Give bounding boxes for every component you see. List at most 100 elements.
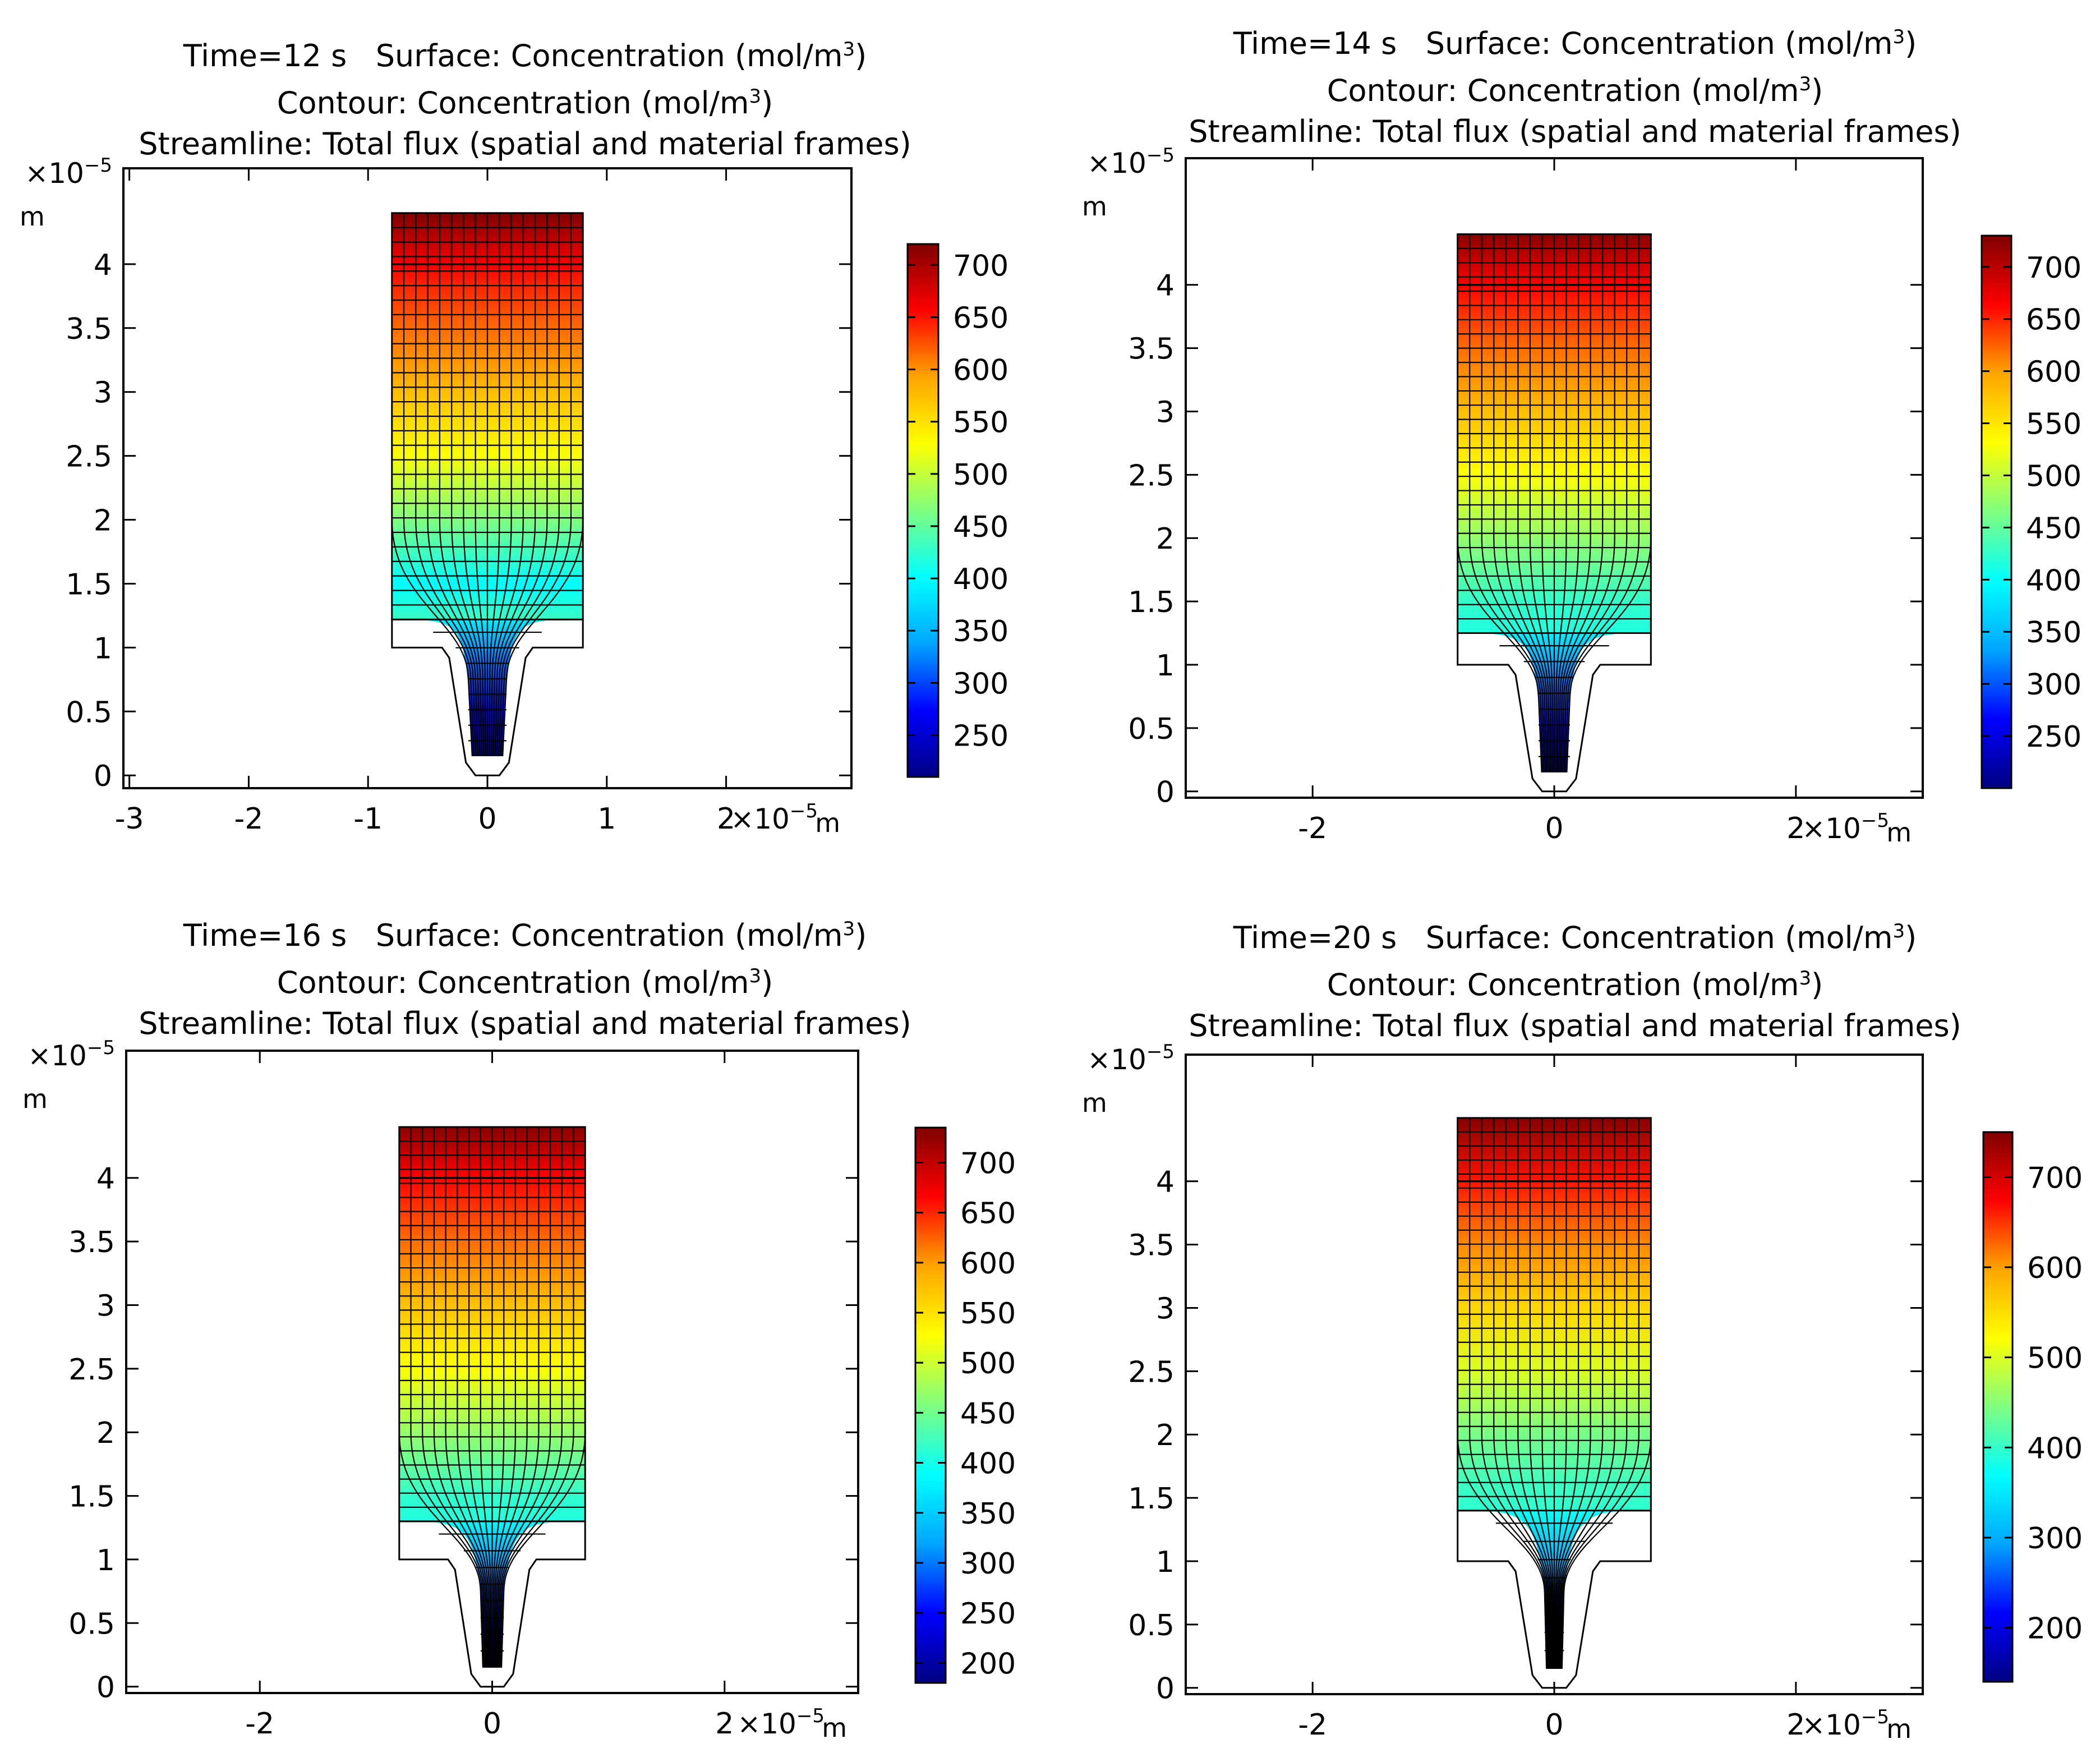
streamline-label: Streamline: Total flux (spatial and mate…	[139, 1006, 911, 1041]
colorbar-tick-label: 450	[2026, 512, 2081, 545]
title-line-1: Time=14 s Surface: Concentration (mol/m3…	[1050, 17, 2100, 64]
streamline	[1469, 234, 1544, 772]
contour-grid	[1457, 233, 1652, 772]
colorbar-tick-label: 300	[953, 667, 1008, 701]
cube-superscript: 3	[1799, 73, 1812, 95]
time-label: Time=12 s	[183, 38, 347, 73]
streamline	[427, 213, 479, 757]
y-tick-label: 1.5	[66, 568, 112, 601]
close-paren: )	[761, 85, 773, 121]
y-tick-label: 0.5	[68, 1607, 115, 1641]
x-tick-label: -1	[353, 802, 383, 836]
colorbar-tick-label: 500	[2026, 459, 2081, 493]
colorbar-tick-label: 350	[953, 615, 1008, 648]
y-tick-label: 0	[94, 760, 112, 793]
title-line-1: Time=20 s Surface: Concentration (mol/m3…	[1050, 911, 2100, 958]
y-tick-label: 2.5	[66, 440, 112, 474]
streamline	[451, 213, 482, 757]
plot-title: Time=16 s Surface: Concentration (mol/m3…	[0, 909, 1050, 1044]
y-tick-label: 3	[96, 1289, 115, 1323]
time-label: Time=14 s	[1233, 26, 1397, 61]
close-paren: )	[1811, 967, 1823, 1002]
x-axis-exponent: ×10−5	[1802, 1706, 1889, 1741]
streamline	[490, 213, 512, 757]
y-tick-label: 3	[1156, 395, 1175, 429]
colorbar-tick-label: 300	[2026, 668, 2081, 702]
x-axis-exponent: ×10−5	[730, 800, 818, 835]
streamline	[498, 213, 560, 757]
close-paren: )	[855, 38, 867, 73]
colorbar-tick-label: 200	[960, 1647, 1016, 1681]
cube-superscript: 3	[1892, 920, 1905, 942]
contour-grid	[1457, 1117, 1652, 1669]
streamline	[1566, 234, 1652, 772]
colorbar-tick-label: 250	[953, 719, 1008, 753]
x-tick-label: 0	[478, 802, 496, 836]
y-tick-label: 2.5	[1128, 1355, 1175, 1389]
y-tick-label: 1	[1156, 649, 1175, 683]
x-tick-label: -3	[115, 802, 144, 836]
streamline	[1493, 234, 1548, 772]
colorbar-tick-label: 450	[953, 510, 1008, 544]
y-tick-label: 2	[1156, 522, 1175, 556]
colorbar-tick-label: 650	[953, 301, 1008, 335]
y-axis-unit: m	[1082, 1088, 1107, 1118]
time-label: Time=16 s	[183, 918, 347, 953]
colorbar-tick-label: 550	[953, 406, 1008, 440]
close-paren: )	[1905, 26, 1917, 61]
colorbar-tick-label: 300	[960, 1547, 1016, 1581]
x-tick-label: 2	[717, 802, 735, 836]
colorbar-scale	[906, 243, 940, 778]
y-axis-unit: m	[1082, 191, 1107, 222]
axes: -2 0 200.511.522.533.54×10−5m×10−5m	[1082, 1041, 1923, 1744]
colorbar-tick-label: 200	[2027, 1612, 2083, 1646]
x-axis-unit: m	[1886, 817, 1912, 848]
colorbar: 200 250 300 350 400 450 500 550 600 650 700	[914, 1126, 1016, 1684]
streamline-label: Streamline: Total flux (spatial and mate…	[139, 126, 911, 162]
contour-grid	[398, 1126, 586, 1668]
y-axis-exponent: ×10−5	[27, 1037, 115, 1072]
streamline-label: Streamline: Total flux (spatial and mate…	[1189, 1008, 1961, 1043]
colorbar-tick-label: 550	[2026, 408, 2081, 441]
plot-svg: -2 0 200.511.522.533.54×10−5m×10−5m2003004…	[1082, 1041, 2083, 1744]
y-axis-exponent: ×10−5	[1087, 144, 1175, 180]
y-tick-label: 2.5	[68, 1353, 115, 1387]
axis-exponent-text: ×10−5	[1087, 144, 1175, 180]
y-tick-label: 0.5	[1128, 1609, 1175, 1643]
colorbar-tick-label: 700	[960, 1147, 1016, 1180]
surface-label: Surface: Concentration (mol/m	[375, 38, 843, 73]
colorbar-tick-label: 350	[960, 1497, 1016, 1531]
colorbar-tick-label: 600	[2027, 1252, 2083, 1285]
y-tick-label: 0	[1156, 1672, 1175, 1706]
y-tick-label: 1.5	[1128, 586, 1175, 619]
plot-title: Time=14 s Surface: Concentration (mol/m3…	[1050, 17, 2100, 152]
colorbar-tick-label: 250	[2026, 720, 2081, 754]
title-line-2: Contour: Concentration (mol/m3)	[0, 76, 1050, 123]
panel-time-14s: Time=14 s Surface: Concentration (mol/m3…	[1050, 0, 2100, 874]
title-line-2: Contour: Concentration (mol/m3)	[0, 956, 1050, 1003]
streamline	[496, 213, 548, 757]
streamline	[1541, 234, 1554, 772]
plot-svg: -2 0 200.511.522.533.54×10−5m×10−5m2002503…	[22, 1037, 1016, 1743]
x-tick-label: 0	[1545, 812, 1563, 845]
x-tick-label: 0	[1545, 1708, 1563, 1742]
panel-time-12s: Time=12 s Surface: Concentration (mol/m 3…	[0, 0, 1050, 874]
close-paren: )	[1811, 73, 1823, 108]
x-tick-label: -2	[245, 1707, 274, 1741]
reservoir-outline	[1457, 1117, 1652, 1512]
y-tick-label: 3.5	[1128, 333, 1175, 366]
y-tick-label: 2	[1156, 1419, 1175, 1452]
streamline	[463, 213, 485, 757]
y-tick-label: 3.5	[1128, 1229, 1175, 1263]
x-tick-label: -2	[1298, 812, 1327, 845]
contour-label: Contour: Concentration (mol/m	[1327, 967, 1799, 1002]
x-axis-exponent: ×10−5	[1802, 809, 1889, 845]
y-tick-label: 0	[96, 1671, 115, 1705]
y-tick-label: 3.5	[66, 312, 112, 346]
colorbar-tick-label: 400	[960, 1447, 1016, 1481]
colorbar-tick-label: 250	[960, 1597, 1016, 1631]
y-tick-label: 0.5	[66, 696, 112, 729]
x-axis-exponent: ×10−5	[737, 1705, 825, 1740]
streamline	[1555, 234, 1567, 772]
